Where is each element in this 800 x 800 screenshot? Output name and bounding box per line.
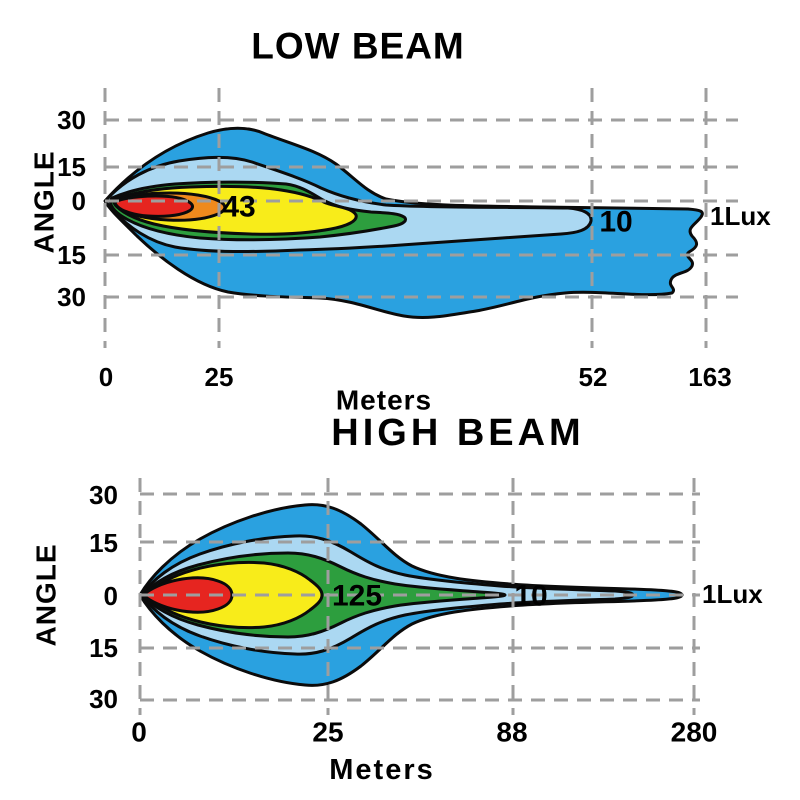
low-beam-chart: LOW BEAM 30 15 0 15 30 ANGLE — [29, 26, 772, 416]
high-beam-annotation-10: 10 — [514, 580, 547, 613]
high-beam-grid — [138, 478, 700, 715]
low-beam-annotation-43: 43 — [222, 191, 255, 224]
low-beam-annotation-10: 10 — [599, 206, 632, 239]
low-beam-contour-red — [113, 194, 194, 218]
low-beam-ytick-0: 0 — [72, 186, 86, 216]
high-beam-ytick-0: 0 — [104, 581, 118, 611]
high-beam-contours — [138, 503, 684, 687]
high-beam-annotation-125: 125 — [332, 580, 382, 613]
high-beam-annotation-1lux: 1Lux — [702, 579, 763, 609]
low-beam-contours — [103, 126, 704, 319]
high-beam-xtick-0: 0 — [131, 717, 147, 748]
low-beam-grid — [103, 88, 738, 348]
low-beam-y-axis-label: ANGLE — [29, 151, 60, 254]
low-beam-annotation-1lux: 1Lux — [710, 201, 771, 231]
low-beam-ytick-30-top: 30 — [57, 105, 86, 135]
low-beam-ytick-15-bottom: 15 — [57, 240, 86, 270]
high-beam-xtick-280: 280 — [671, 717, 718, 748]
low-beam-title: LOW BEAM — [251, 26, 465, 67]
high-beam-chart: HIGH BEAM 30 15 0 15 30 ANGLE — [31, 412, 764, 786]
low-beam-ytick-30-bottom: 30 — [57, 282, 86, 312]
high-beam-title: HIGH BEAM — [331, 412, 584, 454]
low-beam-xtick-25: 25 — [205, 362, 234, 392]
low-beam-xtick-52: 52 — [579, 362, 608, 392]
high-beam-ytick-15-bottom: 15 — [89, 633, 118, 663]
low-beam-xtick-0: 0 — [99, 362, 113, 392]
high-beam-ytick-30-bottom: 30 — [89, 684, 118, 714]
high-beam-x-axis-label: Meters — [329, 754, 435, 786]
high-beam-ytick-30-top: 30 — [89, 480, 118, 510]
high-beam-ytick-15-top: 15 — [89, 528, 118, 558]
high-beam-y-axis-label: ANGLE — [31, 544, 62, 647]
low-beam-x-axis-label: Meters — [336, 385, 432, 416]
low-beam-ytick-15-top: 15 — [57, 152, 86, 182]
high-beam-xtick-88: 88 — [496, 717, 527, 748]
high-beam-xtick-25: 25 — [312, 717, 343, 748]
low-beam-xtick-163: 163 — [688, 362, 731, 392]
